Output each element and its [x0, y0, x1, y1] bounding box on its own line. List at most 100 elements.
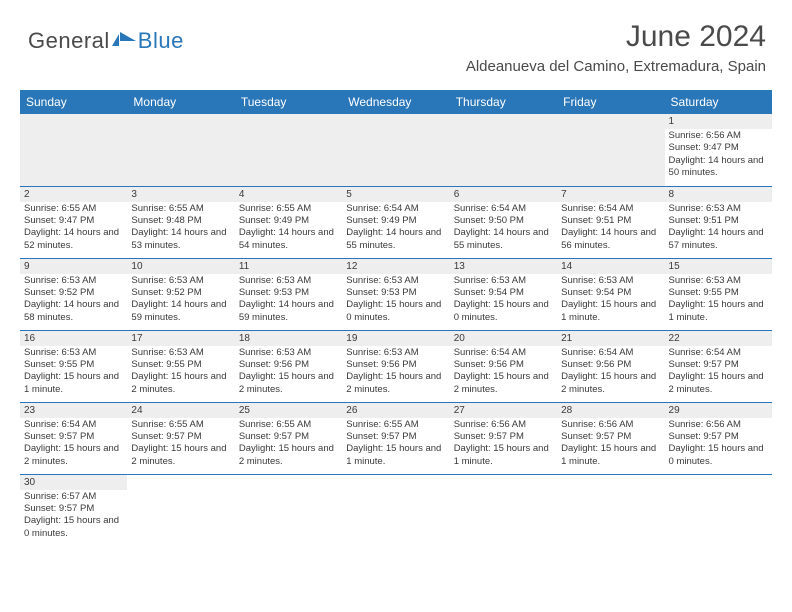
sunset-line: Sunset: 9:53 PM — [239, 287, 338, 299]
sunset-line: Sunset: 9:55 PM — [24, 359, 123, 371]
day-number: 28 — [557, 403, 664, 418]
day-number: 7 — [557, 187, 664, 202]
sunrise-line: Sunrise: 6:57 AM — [24, 491, 123, 503]
day-number: 6 — [450, 187, 557, 202]
daylight-line: Daylight: 14 hours and 53 minutes. — [131, 227, 230, 252]
daylight-line: Daylight: 14 hours and 52 minutes. — [24, 227, 123, 252]
location: Aldeanueva del Camino, Extremadura, Spai… — [466, 58, 766, 75]
day-cell: 12Sunrise: 6:53 AMSunset: 9:53 PMDayligh… — [342, 258, 449, 330]
weekday-header: Wednesday — [342, 90, 449, 114]
sunrise-line: Sunrise: 6:53 AM — [24, 275, 123, 287]
daylight-line: Daylight: 14 hours and 58 minutes. — [24, 299, 123, 324]
sunrise-line: Sunrise: 6:53 AM — [669, 203, 768, 215]
sunrise-line: Sunrise: 6:55 AM — [131, 419, 230, 431]
sunset-line: Sunset: 9:50 PM — [454, 215, 553, 227]
empty-cell — [20, 114, 127, 186]
header: General Blue June 2024 Aldeanueva del Ca… — [20, 18, 772, 86]
sunset-line: Sunset: 9:57 PM — [24, 503, 123, 515]
sunrise-line: Sunrise: 6:56 AM — [669, 130, 768, 142]
title-block: June 2024 Aldeanueva del Camino, Extrema… — [466, 20, 766, 75]
day-number: 19 — [342, 331, 449, 346]
day-number: 26 — [342, 403, 449, 418]
day-cell: 28Sunrise: 6:56 AMSunset: 9:57 PMDayligh… — [557, 402, 664, 474]
daylight-line: Daylight: 15 hours and 2 minutes. — [239, 371, 338, 396]
weekday-header-row: SundayMondayTuesdayWednesdayThursdayFrid… — [20, 90, 772, 114]
weekday-header: Monday — [127, 90, 234, 114]
sunrise-line: Sunrise: 6:53 AM — [669, 275, 768, 287]
calendar-row: 30Sunrise: 6:57 AMSunset: 9:57 PMDayligh… — [20, 474, 772, 546]
empty-cell — [665, 474, 772, 546]
logo-text-general: General — [28, 28, 110, 54]
sunset-line: Sunset: 9:55 PM — [131, 359, 230, 371]
calendar-body: 1Sunrise: 6:56 AMSunset: 9:47 PMDaylight… — [20, 114, 772, 546]
sunset-line: Sunset: 9:57 PM — [454, 431, 553, 443]
daylight-line: Daylight: 15 hours and 1 minute. — [454, 443, 553, 468]
day-number: 8 — [665, 187, 772, 202]
day-cell: 22Sunrise: 6:54 AMSunset: 9:57 PMDayligh… — [665, 330, 772, 402]
day-number: 4 — [235, 187, 342, 202]
day-number: 18 — [235, 331, 342, 346]
day-cell: 6Sunrise: 6:54 AMSunset: 9:50 PMDaylight… — [450, 186, 557, 258]
daylight-line: Daylight: 15 hours and 0 minutes. — [24, 515, 123, 540]
day-cell: 10Sunrise: 6:53 AMSunset: 9:52 PMDayligh… — [127, 258, 234, 330]
day-cell: 18Sunrise: 6:53 AMSunset: 9:56 PMDayligh… — [235, 330, 342, 402]
sunset-line: Sunset: 9:57 PM — [131, 431, 230, 443]
sunset-line: Sunset: 9:54 PM — [561, 287, 660, 299]
empty-cell — [450, 474, 557, 546]
day-cell: 2Sunrise: 6:55 AMSunset: 9:47 PMDaylight… — [20, 186, 127, 258]
weekday-header: Sunday — [20, 90, 127, 114]
sunrise-line: Sunrise: 6:54 AM — [669, 347, 768, 359]
logo-flag-icon — [112, 32, 138, 53]
day-cell: 17Sunrise: 6:53 AMSunset: 9:55 PMDayligh… — [127, 330, 234, 402]
day-number: 20 — [450, 331, 557, 346]
day-number: 16 — [20, 331, 127, 346]
daylight-line: Daylight: 15 hours and 2 minutes. — [24, 443, 123, 468]
daylight-line: Daylight: 14 hours and 55 minutes. — [454, 227, 553, 252]
sunset-line: Sunset: 9:57 PM — [24, 431, 123, 443]
sunset-line: Sunset: 9:57 PM — [346, 431, 445, 443]
weekday-header: Tuesday — [235, 90, 342, 114]
day-number: 9 — [20, 259, 127, 274]
sunset-line: Sunset: 9:51 PM — [561, 215, 660, 227]
day-number: 21 — [557, 331, 664, 346]
day-cell: 4Sunrise: 6:55 AMSunset: 9:49 PMDaylight… — [235, 186, 342, 258]
daylight-line: Daylight: 14 hours and 50 minutes. — [669, 155, 768, 180]
daylight-line: Daylight: 14 hours and 57 minutes. — [669, 227, 768, 252]
sunset-line: Sunset: 9:48 PM — [131, 215, 230, 227]
day-cell: 25Sunrise: 6:55 AMSunset: 9:57 PMDayligh… — [235, 402, 342, 474]
calendar-row: 2Sunrise: 6:55 AMSunset: 9:47 PMDaylight… — [20, 186, 772, 258]
day-number: 1 — [665, 114, 772, 129]
sunrise-line: Sunrise: 6:53 AM — [131, 347, 230, 359]
day-number: 24 — [127, 403, 234, 418]
weekday-header: Friday — [557, 90, 664, 114]
logo: General Blue — [28, 28, 184, 57]
day-cell: 24Sunrise: 6:55 AMSunset: 9:57 PMDayligh… — [127, 402, 234, 474]
sunrise-line: Sunrise: 6:56 AM — [669, 419, 768, 431]
empty-cell — [450, 114, 557, 186]
day-cell: 13Sunrise: 6:53 AMSunset: 9:54 PMDayligh… — [450, 258, 557, 330]
calendar-row: 1Sunrise: 6:56 AMSunset: 9:47 PMDaylight… — [20, 114, 772, 186]
day-cell: 20Sunrise: 6:54 AMSunset: 9:56 PMDayligh… — [450, 330, 557, 402]
sunset-line: Sunset: 9:55 PM — [669, 287, 768, 299]
sunrise-line: Sunrise: 6:55 AM — [131, 203, 230, 215]
day-number: 11 — [235, 259, 342, 274]
day-number: 10 — [127, 259, 234, 274]
daylight-line: Daylight: 15 hours and 0 minutes. — [346, 299, 445, 324]
day-cell: 5Sunrise: 6:54 AMSunset: 9:49 PMDaylight… — [342, 186, 449, 258]
daylight-line: Daylight: 15 hours and 1 minute. — [561, 299, 660, 324]
sunset-line: Sunset: 9:49 PM — [346, 215, 445, 227]
day-cell: 8Sunrise: 6:53 AMSunset: 9:51 PMDaylight… — [665, 186, 772, 258]
daylight-line: Daylight: 15 hours and 1 minute. — [346, 443, 445, 468]
sunrise-line: Sunrise: 6:56 AM — [561, 419, 660, 431]
daylight-line: Daylight: 15 hours and 2 minutes. — [131, 443, 230, 468]
sunrise-line: Sunrise: 6:53 AM — [346, 347, 445, 359]
day-number: 14 — [557, 259, 664, 274]
sunset-line: Sunset: 9:52 PM — [131, 287, 230, 299]
day-cell: 30Sunrise: 6:57 AMSunset: 9:57 PMDayligh… — [20, 474, 127, 546]
weekday-header: Thursday — [450, 90, 557, 114]
day-number: 15 — [665, 259, 772, 274]
sunset-line: Sunset: 9:52 PM — [24, 287, 123, 299]
day-number: 30 — [20, 475, 127, 490]
daylight-line: Daylight: 15 hours and 2 minutes. — [561, 371, 660, 396]
daylight-line: Daylight: 15 hours and 1 minute. — [24, 371, 123, 396]
